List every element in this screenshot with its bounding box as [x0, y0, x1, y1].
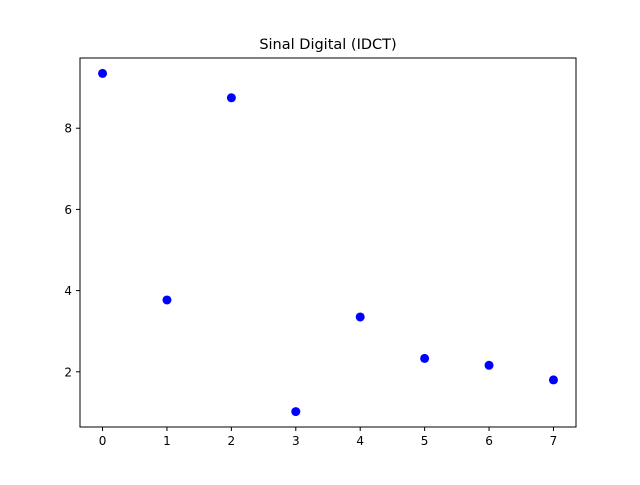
x-tick-label: 0 — [99, 434, 107, 448]
data-point — [162, 295, 172, 305]
data-point — [226, 93, 236, 103]
x-tick-label: 6 — [485, 434, 493, 448]
x-tick-label: 2 — [228, 434, 236, 448]
axis-ticks: 0 1 2 3 4 5 6 7 2 4 6 8 — [64, 122, 557, 448]
y-tick-label: 8 — [64, 122, 72, 136]
data-point — [291, 407, 301, 417]
x-tick-label: 5 — [421, 434, 429, 448]
data-point — [98, 68, 108, 78]
chart-title: Sinal Digital (IDCT) — [259, 37, 396, 53]
x-tick-label: 4 — [356, 434, 364, 448]
y-tick-label: 2 — [64, 365, 72, 379]
data-point — [548, 375, 558, 385]
y-tick-label: 4 — [64, 284, 72, 298]
x-tick-label: 7 — [550, 434, 558, 448]
x-tick-label: 3 — [292, 434, 300, 448]
data-point — [420, 353, 430, 363]
x-tick-label: 1 — [163, 434, 171, 448]
data-point — [355, 312, 365, 322]
y-tick-label: 6 — [64, 203, 72, 217]
data-point — [484, 360, 494, 370]
data-points — [98, 68, 558, 417]
plot-area-frame — [79, 57, 577, 428]
